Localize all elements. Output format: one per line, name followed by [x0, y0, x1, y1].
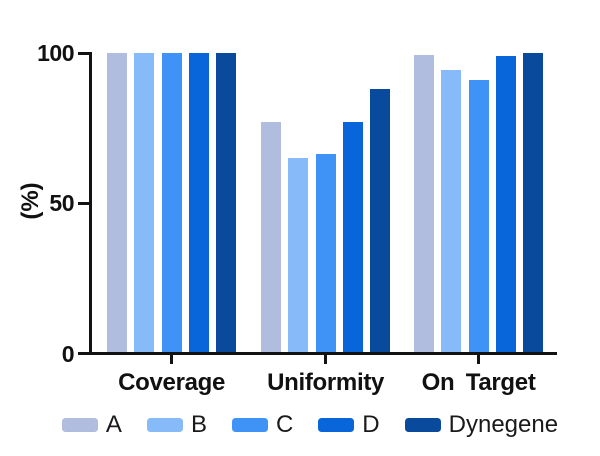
category-label-on-target: On Target	[421, 369, 536, 396]
legend-swatch-a	[61, 418, 98, 432]
y-tick-100	[78, 51, 89, 55]
bar-B-uniformity	[288, 158, 309, 354]
x-axis-line	[89, 352, 557, 355]
legend-swatch-dynegene	[404, 418, 441, 432]
legend-label-c: C	[275, 411, 294, 438]
bar-A-uniformity	[261, 122, 281, 354]
bar-Dynegene-coverage	[216, 53, 237, 354]
bar-B-coverage	[134, 53, 155, 354]
x-tick-3	[477, 355, 481, 364]
legend-item-b: B	[146, 411, 207, 438]
bar-B-on-target	[441, 69, 462, 354]
x-tick-1	[170, 355, 174, 364]
y-tick-label-0: 0	[61, 340, 75, 367]
y-tick-label-50: 50	[49, 190, 74, 217]
legend-label-b: B	[190, 411, 207, 438]
legend-item-c: C	[231, 411, 294, 438]
y-tick-label-100: 100	[37, 40, 74, 66]
y-tick-0	[78, 352, 89, 355]
legend-label-dynegene: Dynegene	[448, 411, 559, 438]
category-label-coverage: Coverage	[118, 369, 226, 396]
bar-D-on-target	[495, 56, 516, 354]
bar-A-on-target	[414, 54, 434, 354]
bar-Dynegene-uniformity	[370, 89, 391, 354]
legend-item-a: A	[61, 411, 122, 438]
legend-label-d: D	[362, 411, 380, 438]
legend-swatch-b	[146, 418, 183, 432]
bar-C-coverage	[161, 53, 182, 354]
legend-swatch-d	[318, 418, 355, 432]
category-label-uniformity: Uniformity	[267, 369, 385, 396]
legend-label-a: A	[105, 411, 122, 438]
legend-item-d: D	[318, 411, 380, 438]
bar-C-on-target	[468, 80, 489, 354]
legend-item-dynegene: Dynegene	[404, 411, 559, 438]
bar-C-uniformity	[315, 153, 336, 354]
bar-D-uniformity	[342, 122, 363, 354]
bar-A-coverage	[107, 53, 127, 354]
bar-D-coverage	[188, 53, 209, 354]
y-axis-line	[89, 52, 92, 355]
y-tick-50	[78, 201, 89, 205]
legend: A B C D Dynegene	[0, 412, 600, 438]
legend-swatch-c	[231, 418, 268, 432]
x-tick-2	[324, 355, 328, 364]
bar-Dynegene-on-target	[523, 53, 544, 354]
